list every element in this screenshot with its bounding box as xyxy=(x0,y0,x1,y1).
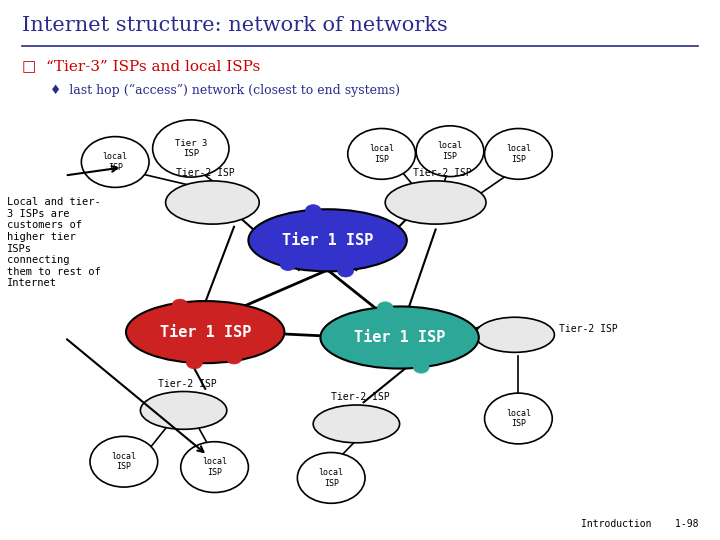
Circle shape xyxy=(338,265,354,277)
Text: Internet structure: network of networks: Internet structure: network of networks xyxy=(22,16,447,35)
Ellipse shape xyxy=(320,306,479,368)
Ellipse shape xyxy=(140,392,227,429)
Text: local
ISP: local ISP xyxy=(103,152,127,172)
Text: local
ISP: local ISP xyxy=(319,468,343,488)
Text: Tier 1 ISP: Tier 1 ISP xyxy=(282,233,373,248)
Circle shape xyxy=(485,129,552,179)
Circle shape xyxy=(90,436,158,487)
Circle shape xyxy=(377,302,393,314)
Circle shape xyxy=(348,129,415,179)
Circle shape xyxy=(244,310,260,322)
Ellipse shape xyxy=(248,209,407,271)
Text: Tier-2 ISP: Tier-2 ISP xyxy=(176,167,235,178)
Text: local
ISP: local ISP xyxy=(202,457,227,477)
Ellipse shape xyxy=(313,405,400,443)
Ellipse shape xyxy=(166,181,259,224)
Ellipse shape xyxy=(126,301,284,363)
Circle shape xyxy=(297,453,365,503)
Circle shape xyxy=(153,120,229,177)
Circle shape xyxy=(280,259,296,271)
Text: Tier 3
ISP: Tier 3 ISP xyxy=(175,139,207,158)
Text: local
ISP: local ISP xyxy=(438,141,462,161)
Text: ♦  last hop (“access”) network (closest to end systems): ♦ last hop (“access”) network (closest t… xyxy=(50,84,400,97)
Circle shape xyxy=(485,393,552,444)
Text: □  “Tier-3” ISPs and local ISPs: □ “Tier-3” ISPs and local ISPs xyxy=(22,59,260,73)
Circle shape xyxy=(416,126,484,177)
Circle shape xyxy=(446,329,462,341)
Circle shape xyxy=(305,205,321,217)
Ellipse shape xyxy=(475,317,554,353)
Text: local
ISP: local ISP xyxy=(112,452,136,471)
Text: Tier-2 ISP: Tier-2 ISP xyxy=(330,392,390,402)
Circle shape xyxy=(181,442,248,492)
Circle shape xyxy=(359,232,375,244)
Text: Tier 1 ISP: Tier 1 ISP xyxy=(354,330,445,345)
Text: Introduction    1-98: Introduction 1-98 xyxy=(581,519,698,529)
Circle shape xyxy=(186,357,202,369)
Text: Tier-2 ISP: Tier-2 ISP xyxy=(158,379,217,389)
Text: Local and tier-
3 ISPs are
customers of
higher tier
ISPs
connecting
them to rest: Local and tier- 3 ISPs are customers of … xyxy=(7,197,101,288)
Text: Tier-2 ISP: Tier-2 ISP xyxy=(413,167,472,178)
Ellipse shape xyxy=(385,181,486,224)
Circle shape xyxy=(345,326,361,338)
Circle shape xyxy=(226,352,242,364)
Text: Tier 1 ISP: Tier 1 ISP xyxy=(160,325,251,340)
Text: local
ISP: local ISP xyxy=(369,144,394,164)
Text: local
ISP: local ISP xyxy=(506,409,531,428)
Circle shape xyxy=(172,299,188,311)
Text: Tier-2 ISP: Tier-2 ISP xyxy=(559,325,618,334)
Text: local
ISP: local ISP xyxy=(506,144,531,164)
Circle shape xyxy=(81,137,149,187)
Circle shape xyxy=(413,361,429,373)
